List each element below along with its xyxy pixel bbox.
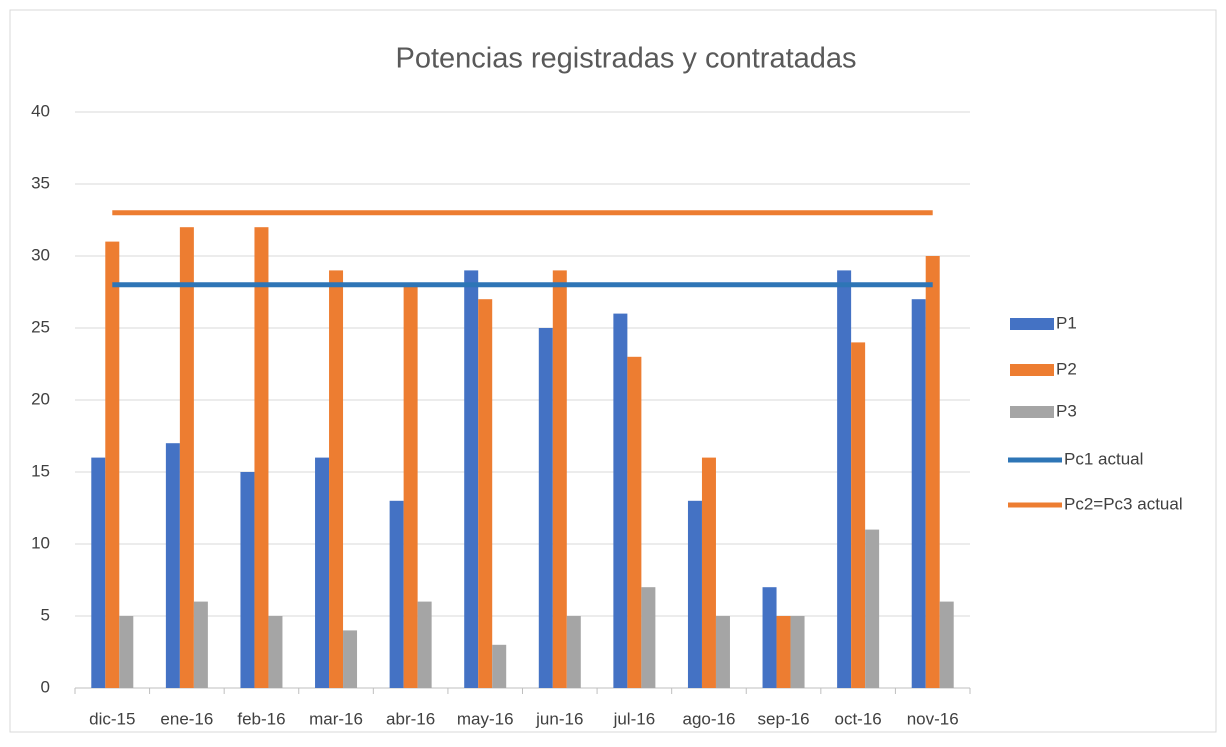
chart-title: Potencias registradas y contratadas (395, 43, 856, 75)
x-tick-label: abr-16 (386, 709, 435, 728)
bar (329, 270, 344, 688)
bar (538, 328, 553, 688)
bar (165, 443, 180, 688)
x-tick-label: feb-16 (237, 709, 285, 728)
bar (179, 227, 194, 688)
x-tick-label: dic-15 (89, 709, 135, 728)
legend-swatch (1010, 406, 1054, 418)
bar (254, 227, 269, 688)
bar (403, 284, 418, 688)
bar (240, 472, 255, 688)
legend-label: Pc1 actual (1064, 449, 1143, 468)
x-tick-label: sep-16 (758, 709, 810, 728)
bar (939, 601, 954, 688)
y-tick-label: 25 (31, 317, 50, 336)
bar (911, 299, 926, 688)
bar (715, 616, 730, 688)
bar (865, 529, 880, 688)
y-tick-label: 40 (31, 101, 50, 120)
bar (105, 241, 120, 688)
bar (925, 256, 940, 688)
bar (417, 601, 432, 688)
bar (701, 457, 716, 688)
bar (193, 601, 208, 688)
legend-label: Pc2=Pc3 actual (1064, 494, 1183, 513)
bar (627, 356, 642, 688)
bar (268, 616, 283, 688)
x-tick-label: nov-16 (907, 709, 959, 728)
bar (566, 616, 581, 688)
bar (851, 342, 866, 688)
legend-swatch (1010, 318, 1054, 330)
bar (389, 500, 404, 688)
x-tick-label: may-16 (457, 709, 514, 728)
x-tick-label: ago-16 (682, 709, 735, 728)
bar (343, 630, 358, 688)
bar (315, 457, 330, 688)
bar (687, 500, 702, 688)
x-tick-label: oct-16 (835, 709, 882, 728)
bar (790, 616, 805, 688)
y-tick-label: 10 (31, 533, 50, 552)
legend-label: P3 (1056, 401, 1077, 420)
bar (641, 587, 656, 688)
legend-label: P2 (1056, 359, 1077, 378)
bar (837, 270, 852, 688)
y-tick-label: 20 (31, 389, 50, 408)
x-tick-label: ene-16 (160, 709, 213, 728)
bar (478, 299, 493, 688)
y-tick-label: 30 (31, 245, 50, 264)
y-tick-label: 0 (41, 677, 50, 696)
bar (91, 457, 106, 688)
x-tick-label: mar-16 (309, 709, 363, 728)
bar (776, 616, 791, 688)
y-tick-label: 35 (31, 173, 50, 192)
bar (552, 270, 567, 688)
y-tick-label: 15 (31, 461, 50, 480)
bar (464, 270, 479, 688)
bar (119, 616, 134, 688)
bar (762, 587, 777, 688)
bar (613, 313, 628, 688)
y-tick-label: 5 (41, 605, 50, 624)
bar (492, 644, 507, 688)
legend-swatch (1010, 364, 1054, 376)
x-tick-label: jun-16 (535, 709, 583, 728)
legend-label: P1 (1056, 313, 1077, 332)
x-tick-label: jul-16 (613, 709, 656, 728)
